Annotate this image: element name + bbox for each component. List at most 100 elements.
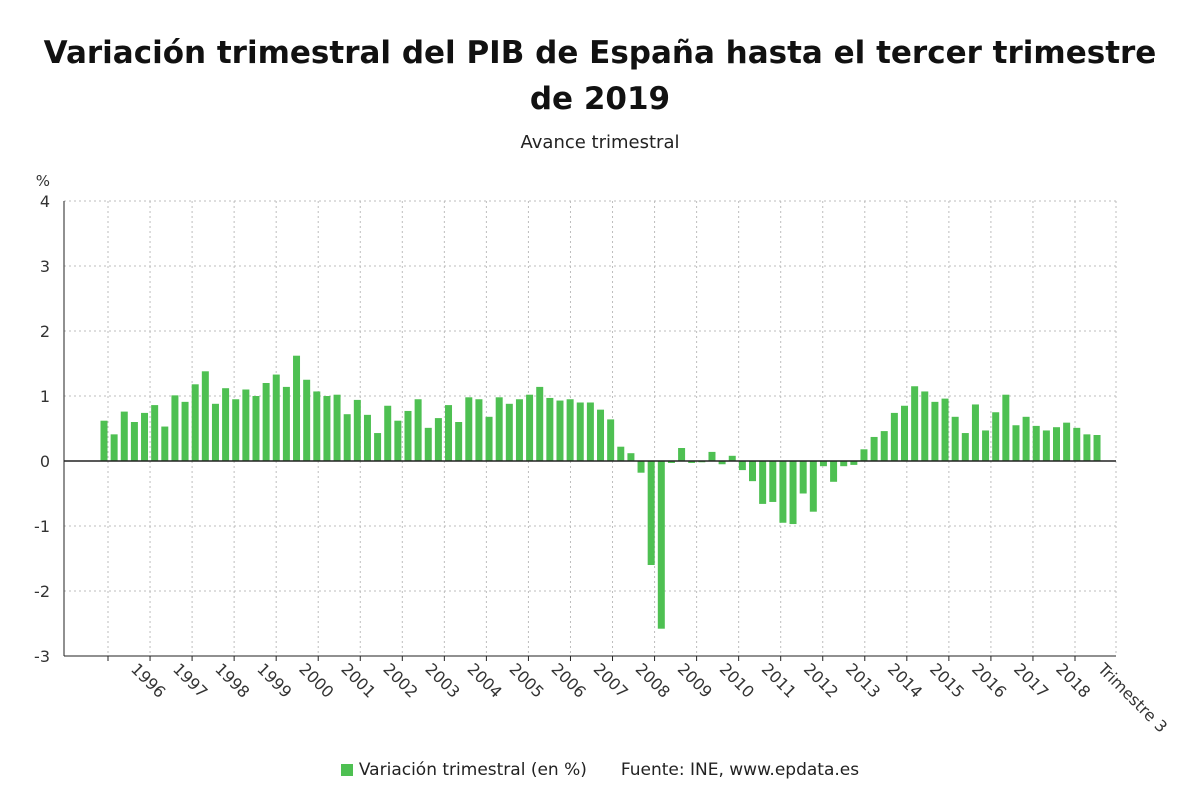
bar [293,355,301,461]
bar [495,397,503,461]
bar [992,412,1000,461]
bar [769,461,777,502]
bar [749,461,757,482]
bar [181,401,189,461]
bar [526,394,534,461]
bar [1012,425,1020,461]
bar [880,431,888,461]
bar [343,414,351,461]
x-tick-label: 2011 [758,659,800,701]
bar [982,430,990,461]
bar [313,391,321,461]
x-tick-label: 2004 [464,659,506,701]
x-tick-label: 1998 [211,659,253,701]
bar-chart: -3 -2 -1 0 1 2 3 4% 1996 1997 1998 1999 2000 2001 2002… [34,172,1171,737]
y-tick-label: 3 [40,257,50,276]
bar [688,461,696,463]
bar [515,399,523,461]
bar [941,398,949,461]
bar [1032,425,1040,461]
bar [597,409,605,461]
x-tick-label: 2003 [421,659,463,701]
bar [1083,434,1091,461]
bar [708,451,716,461]
x-tick-label: 2015 [926,659,968,701]
legend-label: Variación trimestral (en %) [358,760,587,780]
bar [171,395,179,461]
x-tick-label: 2002 [379,659,421,701]
bar [961,433,969,461]
bar [850,461,858,465]
bar [840,461,848,467]
bar [455,422,463,461]
bar [1002,394,1010,461]
y-tick-label: -2 [34,582,50,601]
bar [667,461,675,463]
bar [1063,422,1071,461]
bar [819,461,827,467]
bar [627,453,635,461]
x-tick-label: 2013 [842,659,884,701]
x-tick-label: 2012 [800,659,842,701]
bar [870,436,878,461]
bar [971,404,979,461]
bar [1053,427,1060,461]
bar [384,405,392,461]
bar [414,399,422,461]
bar [232,399,240,461]
bar [100,420,108,461]
bar [1042,430,1050,461]
bar [779,461,787,523]
x-tick-label: 2017 [1010,659,1052,701]
x-tick-label: 2010 [716,659,758,701]
y-tick-label: 2 [40,322,50,341]
bar [465,397,473,461]
bar [1073,427,1081,461]
bar [789,461,797,525]
bar [759,461,767,504]
bar [445,405,453,461]
bar [353,399,361,461]
bar [475,399,483,461]
bar [830,461,838,482]
bar [1022,416,1030,461]
bar [799,461,807,494]
x-tick-label: 2018 [1052,659,1094,701]
y-tick-label: 1 [40,387,50,406]
bar [252,396,260,461]
bar [151,405,159,461]
bar [637,461,645,473]
source-note: Fuente: INE, www.epdata.es [620,760,860,780]
bar [434,418,442,461]
bar [262,383,270,461]
bar [728,455,736,461]
bar [1093,435,1101,461]
bar [951,416,959,461]
bar [657,461,665,629]
bar [374,433,382,461]
x-tick-label: 2001 [337,659,379,701]
bar [718,461,726,465]
bar [242,389,250,461]
bar [566,399,574,461]
bar [282,386,290,461]
bar [860,449,868,461]
bar [191,384,199,461]
bar [546,397,554,461]
y-unit-label: % [36,172,50,190]
y-tick-label: -1 [34,517,50,536]
bar [211,403,219,461]
bar [921,391,929,461]
bar [303,379,311,461]
bar [161,426,169,461]
x-tick-label: Trimestre 3 [1093,659,1171,737]
x-tick-label: 2007 [590,659,632,701]
bar [809,461,817,512]
bar [586,402,594,461]
x-tick-label: 1996 [127,659,169,701]
x-tick-label: 2009 [674,659,716,701]
bar [617,446,625,461]
bar [323,396,331,461]
x-tick-label: 2014 [884,659,926,701]
bar [505,403,513,461]
